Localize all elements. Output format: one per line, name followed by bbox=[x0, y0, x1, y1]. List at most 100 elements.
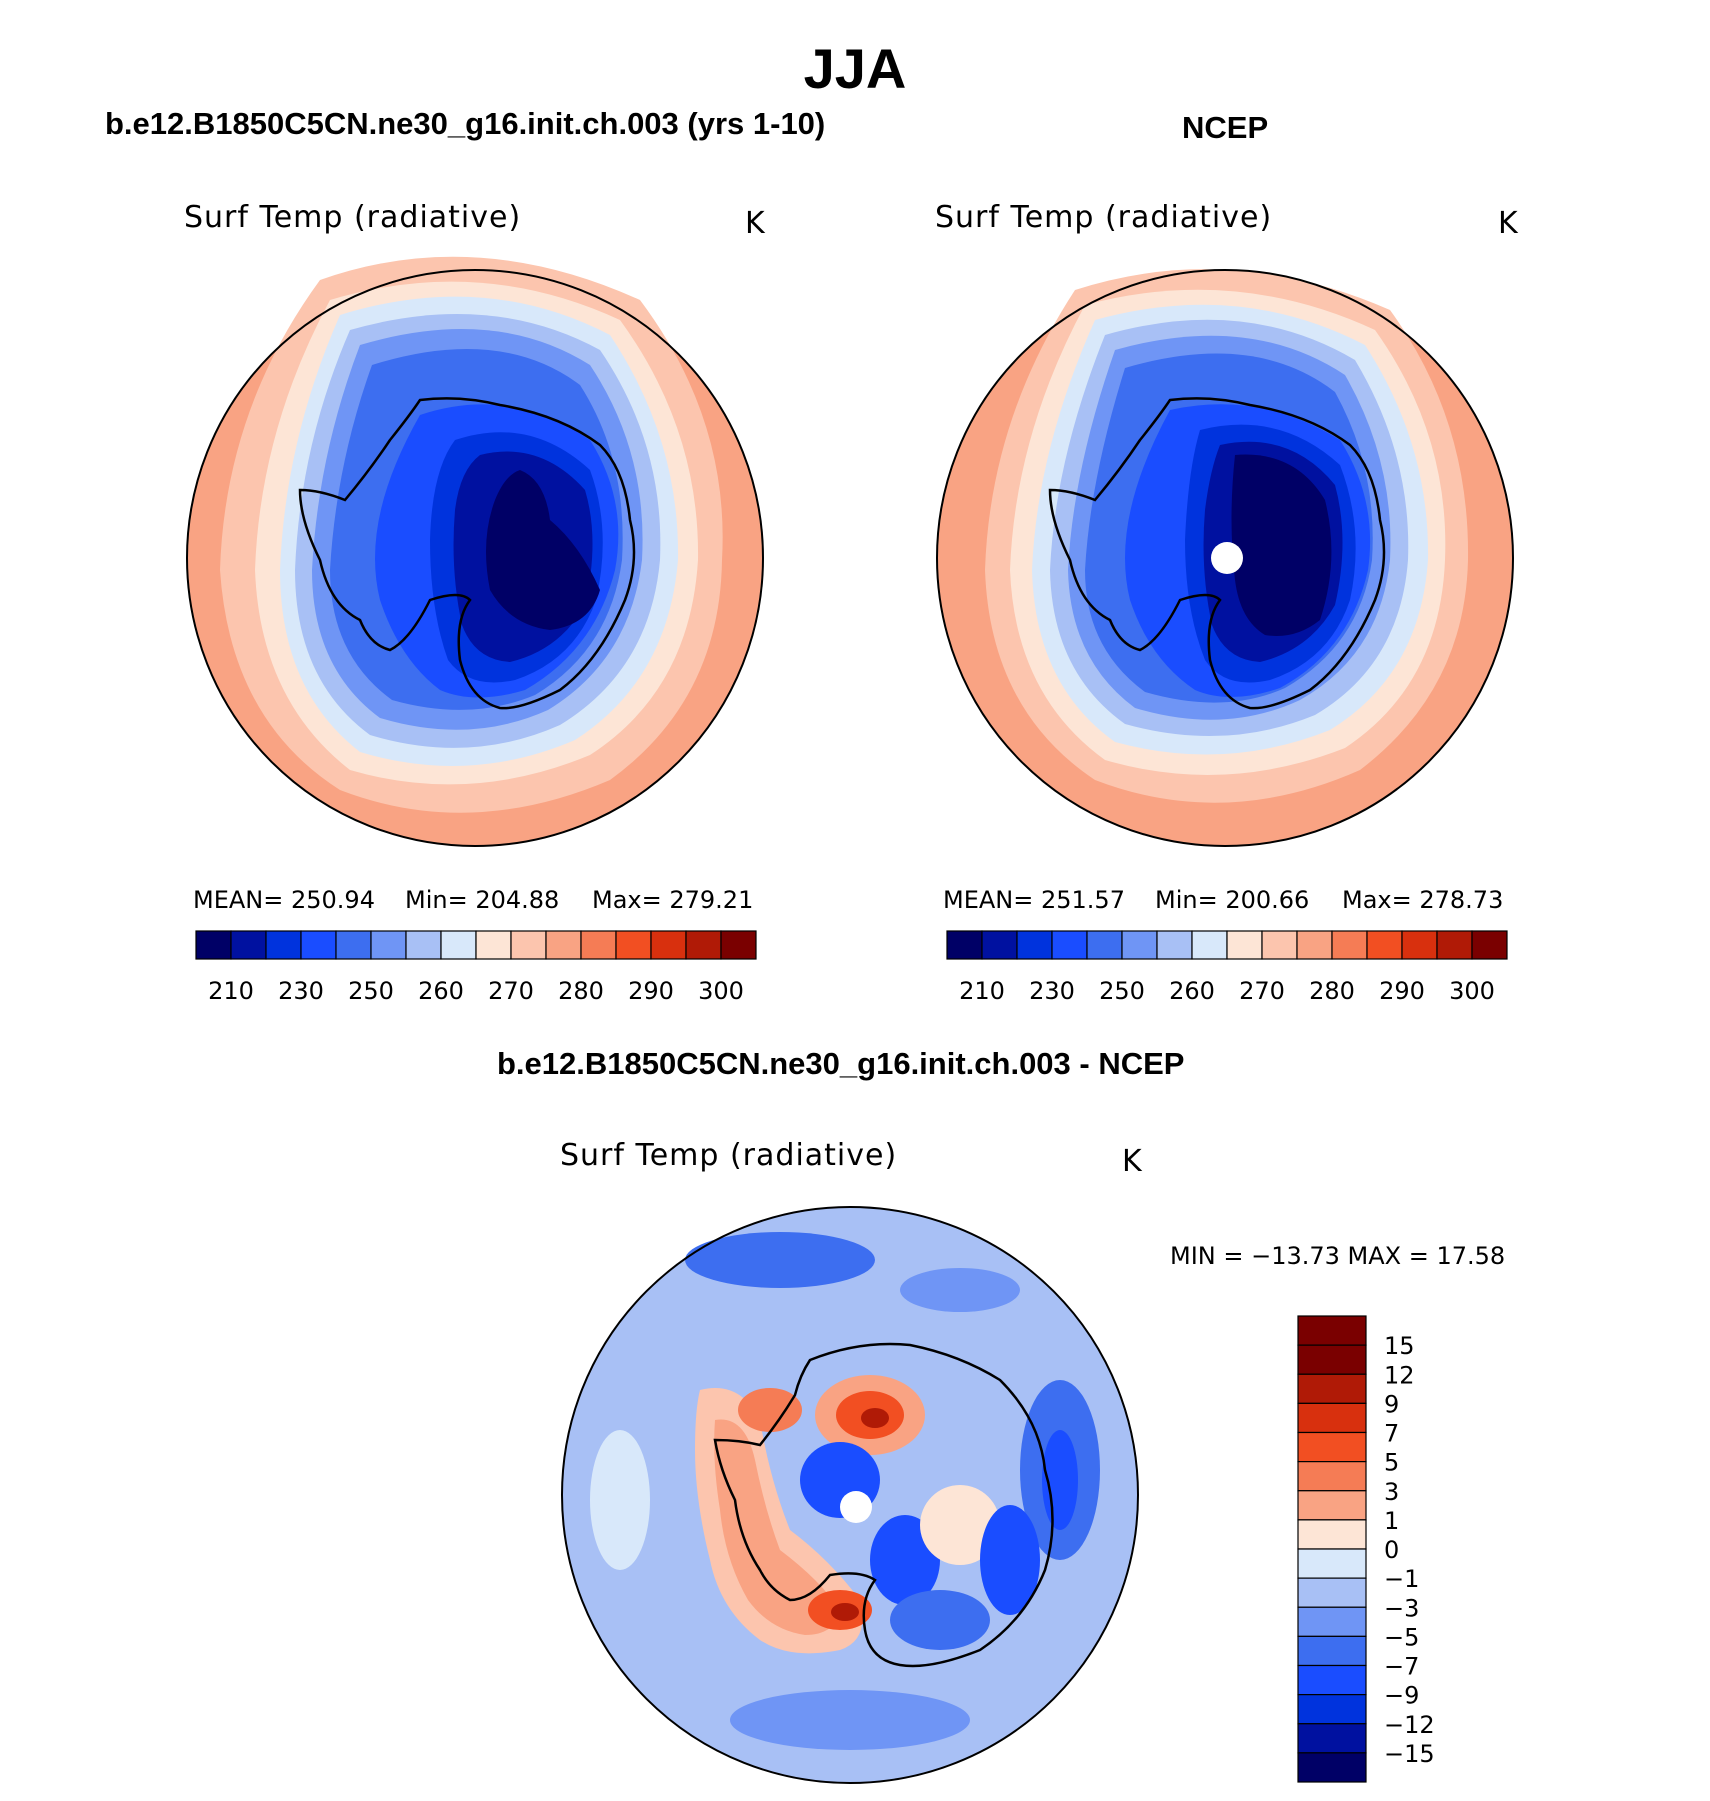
panel3-colorbar-swatch bbox=[1297, 1315, 1367, 1346]
panel3-units-label: K bbox=[1122, 1144, 1143, 1179]
panel3-variable-label: Surf Temp (radiative) bbox=[560, 1138, 898, 1173]
panel3-colorbar-swatch bbox=[1297, 1431, 1367, 1463]
panel2-colorbar-tick-label: 280 bbox=[1309, 977, 1355, 1005]
panel1-colorbar-swatch bbox=[440, 930, 477, 960]
panel2-colorbar-tick-label: 210 bbox=[959, 977, 1005, 1005]
panel2-variable-label: Surf Temp (radiative) bbox=[935, 200, 1273, 235]
panel2-colorbar: 210 230 250 260 270 280 290 300 bbox=[946, 930, 1508, 1005]
panel1-colorbar-swatch bbox=[615, 930, 652, 960]
panel1-max: Max= 279.21 bbox=[592, 886, 754, 914]
panel3-colorbar-tick-label: −3 bbox=[1384, 1594, 1419, 1622]
panel2-colorbar-swatch bbox=[1401, 930, 1438, 960]
panel1-colorbar: 210 230 250 260 270 280 290 300 bbox=[195, 930, 757, 1005]
panel2-colorbar-tick-label: 300 bbox=[1449, 977, 1495, 1005]
panel3-colorbar-tick-label: 12 bbox=[1384, 1361, 1415, 1389]
panel2-colorbar-swatch bbox=[1471, 930, 1508, 960]
panel2-mean: MEAN= 251.57 bbox=[943, 886, 1125, 914]
panel2-colorbar-swatch bbox=[1016, 930, 1053, 960]
panel2-max: Max= 278.73 bbox=[1342, 886, 1504, 914]
panel3-colorbar-swatch bbox=[1297, 1402, 1367, 1434]
panel3-colorbar-swatch bbox=[1297, 1548, 1367, 1579]
panel3-colorbar-tick-label: −1 bbox=[1384, 1565, 1419, 1593]
panel3-colorbar-swatch bbox=[1297, 1635, 1367, 1667]
panel2-map bbox=[936, 269, 1514, 847]
panel3-colorbar-swatch bbox=[1297, 1490, 1367, 1521]
panel1-colorbar-swatch bbox=[265, 930, 302, 960]
panel3-colorbar-swatch bbox=[1297, 1519, 1367, 1550]
panel2-colorbar-tick-label: 230 bbox=[1029, 977, 1075, 1005]
panel3-colorbar-tick-label: 9 bbox=[1384, 1390, 1399, 1418]
panel3-colorbar-tick-label: −5 bbox=[1384, 1623, 1419, 1651]
panel3-minmax: MIN = −13.73 MAX = 17.58 bbox=[1170, 1242, 1506, 1270]
panel3-colorbar-swatch bbox=[1297, 1577, 1367, 1608]
panel1-units-label: K bbox=[745, 206, 766, 241]
panel2-title: NCEP bbox=[1182, 110, 1269, 145]
panel2-colorbar-swatch bbox=[1331, 930, 1368, 960]
panel3-map bbox=[561, 1206, 1139, 1784]
panel2-colorbar-tick-label: 250 bbox=[1099, 977, 1145, 1005]
panel2-colorbar-swatch bbox=[1121, 930, 1158, 960]
panel1-colorbar-tick-label: 260 bbox=[418, 977, 464, 1005]
panel3-title: b.e12.B1850C5CN.ne30_g16.init.ch.003 - N… bbox=[497, 1046, 1185, 1081]
panel1-colorbar-tick-label: 270 bbox=[488, 977, 534, 1005]
panel2-colorbar-tick-label: 270 bbox=[1239, 977, 1285, 1005]
panel1-variable-label: Surf Temp (radiative) bbox=[184, 200, 522, 235]
page-title: JJA bbox=[803, 37, 907, 100]
panel2-colorbar-swatch bbox=[1436, 930, 1473, 960]
panel2-colorbar-tick-label: 290 bbox=[1379, 977, 1425, 1005]
panel1-colorbar-swatch bbox=[475, 930, 512, 960]
panel3-colorbar-tick-label: −15 bbox=[1384, 1740, 1435, 1768]
panel2-colorbar-swatch bbox=[1086, 930, 1123, 960]
panel3-colorbar-tick-label: 5 bbox=[1384, 1449, 1399, 1477]
panel1-colorbar-tick-label: 210 bbox=[208, 977, 254, 1005]
panel3-colorbar-swatch bbox=[1297, 1694, 1367, 1725]
panel1-map bbox=[186, 256, 764, 847]
panel2-min: Min= 200.66 bbox=[1155, 886, 1310, 914]
panel3-colorbar-swatch bbox=[1297, 1344, 1367, 1375]
panel1-colorbar-swatch bbox=[650, 930, 687, 960]
panel1-colorbar-swatch bbox=[510, 930, 547, 960]
panel3-colorbar-swatch bbox=[1297, 1752, 1367, 1783]
panel2-colorbar-tick-label: 260 bbox=[1169, 977, 1215, 1005]
panel1-min: Min= 204.88 bbox=[405, 886, 560, 914]
panel1-colorbar-tick-label: 290 bbox=[628, 977, 674, 1005]
panel3-colorbar-swatch bbox=[1297, 1723, 1367, 1754]
panel3-colorbar-tick-label: 3 bbox=[1384, 1478, 1399, 1506]
panel2-colorbar-swatch bbox=[1051, 930, 1088, 960]
panel1-mean: MEAN= 250.94 bbox=[193, 886, 375, 914]
panel3-colorbar-tick-label: −9 bbox=[1384, 1682, 1419, 1710]
panel2-colorbar-swatch bbox=[1156, 930, 1193, 960]
panel2-colorbar-swatch bbox=[1191, 930, 1228, 960]
panel1-colorbar-swatch bbox=[580, 930, 617, 960]
panel1-colorbar-swatch bbox=[545, 930, 582, 960]
panel1-colorbar-swatch bbox=[300, 930, 337, 960]
panel1-colorbar-tick-label: 230 bbox=[278, 977, 324, 1005]
panel2-colorbar-swatch bbox=[981, 930, 1018, 960]
panel2-colorbar-swatch bbox=[946, 930, 983, 960]
panel3-colorbar-swatch bbox=[1297, 1664, 1367, 1696]
panel1-colorbar-tick-label: 300 bbox=[698, 977, 744, 1005]
panel1-title: b.e12.B1850C5CN.ne30_g16.init.ch.003 (yr… bbox=[105, 106, 826, 141]
panel3-colorbar-tick-label: 1 bbox=[1384, 1507, 1399, 1535]
panel2-units-label: K bbox=[1498, 206, 1519, 241]
panel3-colorbar-tick-label: 15 bbox=[1384, 1332, 1415, 1360]
panel1-colorbar-swatch bbox=[335, 930, 372, 960]
panel3-colorbar-swatch bbox=[1297, 1606, 1367, 1637]
panel1-colorbar-swatch bbox=[370, 930, 407, 960]
panel3-colorbar-tick-label: −12 bbox=[1384, 1711, 1435, 1739]
panel2-colorbar-swatch bbox=[1261, 930, 1298, 960]
panel3-colorbar-tick-label: 0 bbox=[1384, 1536, 1399, 1564]
panel3-colorbar-swatch bbox=[1297, 1461, 1367, 1492]
panel2-colorbar-swatch bbox=[1366, 930, 1403, 960]
panel1-colorbar-swatch bbox=[230, 930, 267, 960]
panel1-colorbar-tick-label: 250 bbox=[348, 977, 394, 1005]
panel1-colorbar-swatch bbox=[685, 930, 722, 960]
panel1-colorbar-swatch bbox=[405, 930, 442, 960]
panel1-colorbar-swatch bbox=[720, 930, 757, 960]
panel2-colorbar-swatch bbox=[1296, 930, 1333, 960]
panel1-colorbar-tick-label: 280 bbox=[558, 977, 604, 1005]
panel2-colorbar-swatch bbox=[1226, 930, 1263, 960]
panel3-colorbar-tick-label: −7 bbox=[1384, 1653, 1419, 1681]
